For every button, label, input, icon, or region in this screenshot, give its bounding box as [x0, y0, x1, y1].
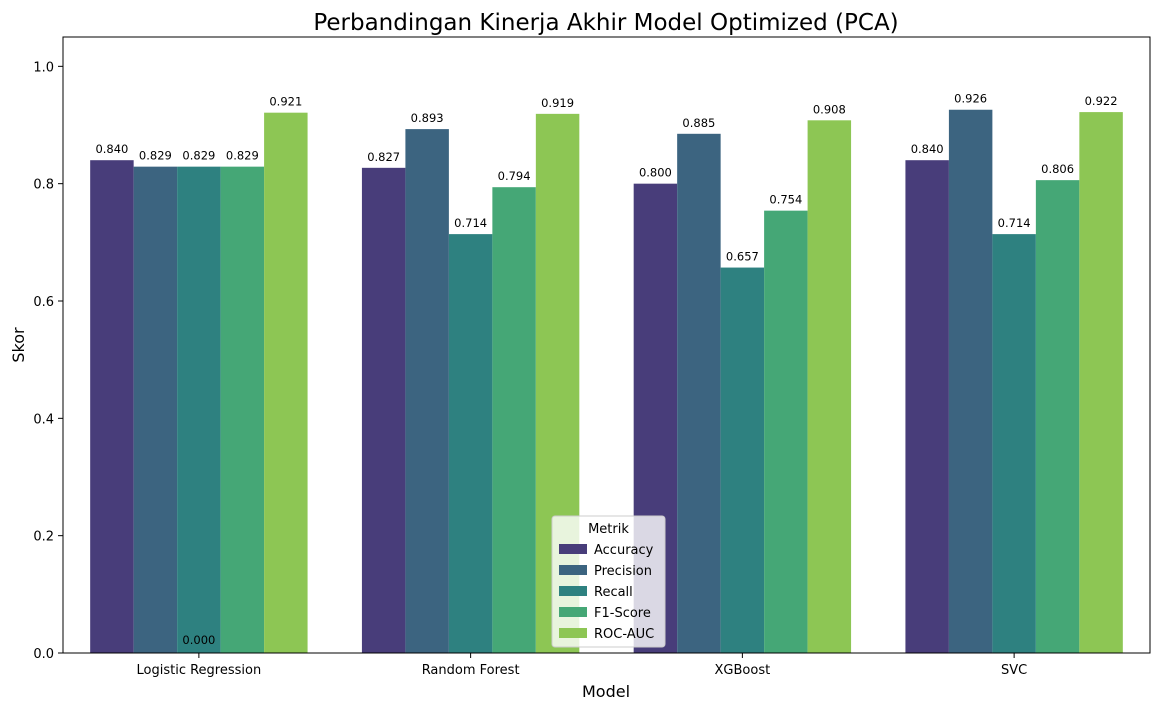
legend: Metrik Accuracy Precision Recall F1-Score ROC… — [551, 515, 666, 648]
bar — [133, 166, 178, 654]
bar-value-label: 0.829 — [226, 149, 259, 163]
legend-entry: Accuracy — [594, 543, 654, 558]
x-axis-label: Model — [582, 682, 630, 701]
bar — [492, 187, 536, 654]
bar — [1079, 112, 1123, 654]
bar-value-label: 0.829 — [182, 149, 215, 163]
y-tick-label: 0.0 — [33, 647, 54, 662]
bar — [361, 167, 406, 653]
x-tick-label: Logistic Regression — [137, 663, 262, 678]
bar-value-label: 0.921 — [269, 95, 302, 109]
bar-value-label: 0.829 — [139, 149, 172, 163]
legend-swatch — [559, 607, 587, 617]
bars — [90, 109, 1123, 654]
bar-value-label: 0.754 — [769, 193, 802, 207]
legend-entry: Recall — [594, 585, 633, 600]
x-tick-label: XGBoost — [715, 663, 771, 678]
bar-value-label: 0.926 — [954, 92, 987, 106]
legend-title: Metrik — [588, 522, 629, 537]
bar-value-label: 0.885 — [682, 116, 715, 130]
bar — [948, 109, 993, 654]
y-tick-label: 1.0 — [33, 60, 54, 75]
bar — [992, 234, 1036, 653]
bar — [764, 210, 808, 654]
bar-value-label: 0.919 — [541, 96, 574, 110]
legend-swatch — [559, 628, 587, 638]
legend-entry: ROC-AUC — [594, 627, 654, 642]
y-tick-label: 0.4 — [33, 412, 54, 427]
y-tick-label: 0.2 — [33, 530, 54, 545]
bar — [90, 160, 134, 653]
value-labels: 0.840 0.829 0.829 0.829 0.921 0.827 0.893 0.714… — [95, 92, 1117, 647]
bar — [264, 112, 308, 654]
bar — [905, 160, 949, 653]
bar-value-label: 0.794 — [498, 169, 531, 183]
bar-value-label: 0.714 — [998, 216, 1031, 230]
zero-value-label: 0.000 — [182, 633, 215, 647]
chart-title: Perbandingan Kinerja Akhir Model Optimiz… — [313, 10, 898, 36]
x-axis: Logistic Regression Random Forest XGBoost S… — [137, 653, 1027, 678]
legend-entry: Precision — [594, 564, 652, 579]
x-tick-label: SVC — [1001, 663, 1027, 678]
y-axis-label: Skor — [9, 327, 28, 363]
bar-value-label: 0.827 — [367, 150, 400, 164]
legend-swatch — [559, 586, 587, 596]
bar — [677, 133, 721, 654]
bar — [177, 166, 221, 654]
y-tick-label: 0.8 — [33, 178, 54, 193]
bar — [1035, 180, 1080, 653]
bar-value-label: 0.840 — [95, 142, 128, 156]
bar-value-label: 0.840 — [911, 142, 944, 156]
bar-value-label: 0.893 — [411, 111, 444, 125]
y-axis: 0.0 0.2 0.4 0.6 0.8 1.0 — [33, 60, 63, 662]
y-tick-label: 0.6 — [33, 295, 54, 310]
bar-value-label: 0.657 — [726, 250, 759, 264]
bar-value-label: 0.714 — [454, 216, 487, 230]
legend-swatch — [559, 544, 587, 554]
plot-frame — [62, 36, 1151, 654]
bar-value-label: 0.800 — [639, 166, 672, 180]
legend-entry: F1-Score — [594, 606, 651, 621]
bar — [720, 267, 765, 653]
legend-swatch — [559, 565, 587, 575]
bar-value-label: 0.922 — [1085, 94, 1118, 108]
bar-value-label: 0.908 — [813, 102, 846, 116]
bar — [807, 120, 852, 654]
bar-value-label: 0.806 — [1041, 162, 1074, 176]
bar — [405, 129, 449, 653]
bar — [448, 234, 493, 653]
bar — [220, 166, 265, 654]
x-tick-label: Random Forest — [422, 663, 520, 678]
